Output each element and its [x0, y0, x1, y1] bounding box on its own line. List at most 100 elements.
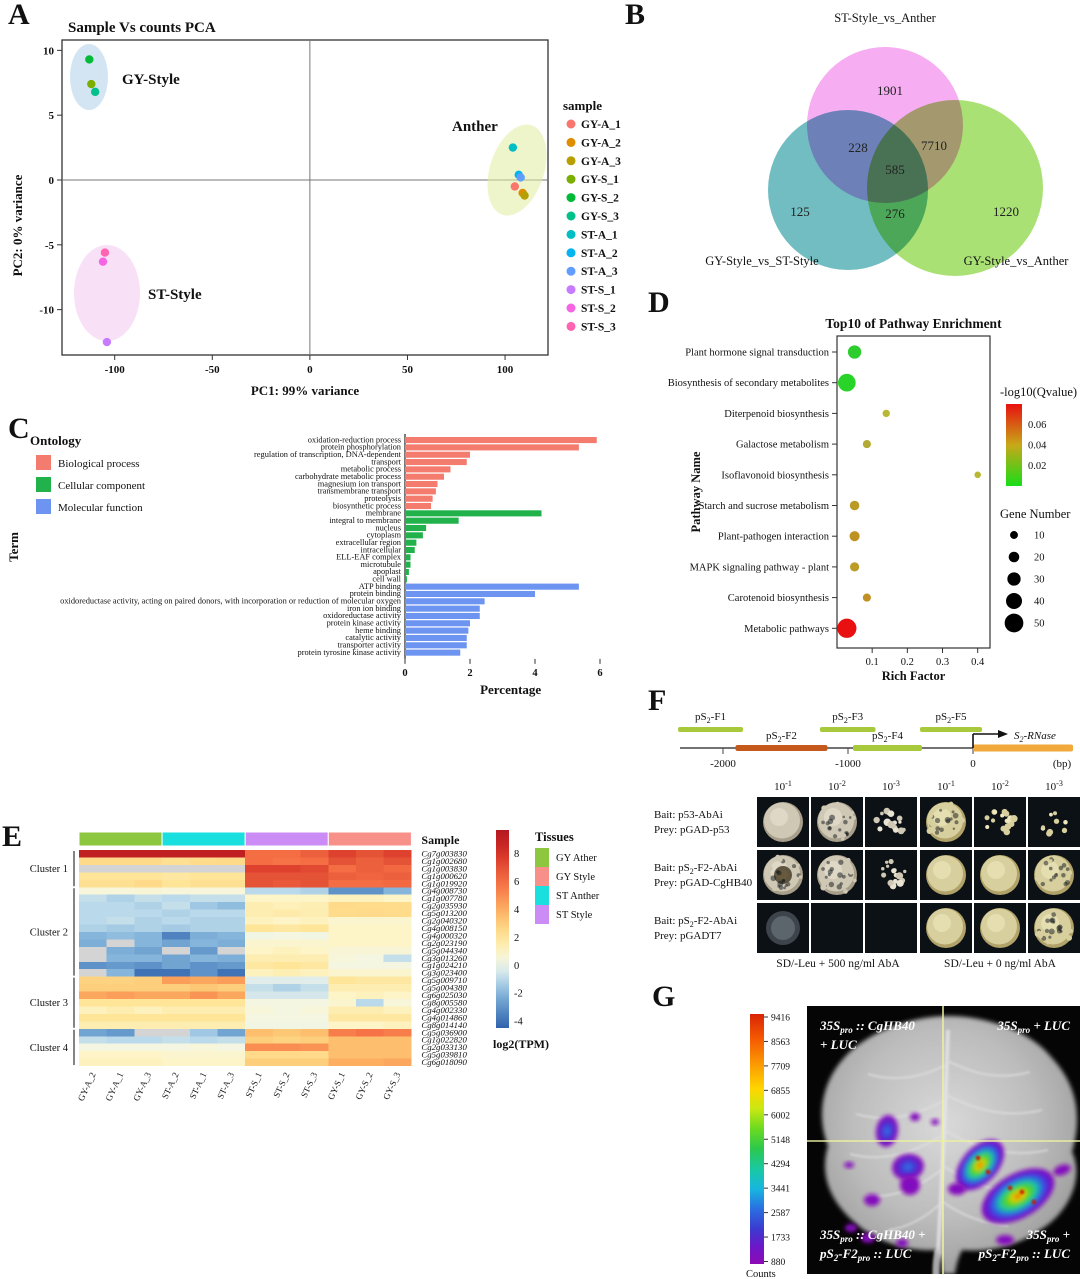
heatmap-gene-label: Cg1g022820: [421, 1035, 467, 1045]
assay-plate: [757, 797, 809, 847]
pathway-plot-border: [836, 335, 991, 649]
go-term-label: heme binding: [355, 626, 402, 635]
heatmap-cell: [245, 879, 273, 888]
go-ylabel: Term: [6, 532, 21, 562]
heatmap-cell: [300, 1043, 329, 1052]
assay-plate-square: [865, 850, 917, 900]
go-term-label: transport: [371, 457, 401, 466]
go-term-label: microtubule: [361, 560, 402, 569]
go-x-tick-label: 0: [402, 668, 407, 679]
counts-tick-label: 880: [771, 1258, 786, 1268]
dilution-label: 10-2: [828, 779, 846, 793]
y-tick-label: 10: [43, 45, 55, 57]
assay-plate: [757, 850, 809, 900]
gene-number-label: 20: [1034, 553, 1045, 564]
pca-cluster-label: Anther: [452, 119, 498, 135]
heatmap-gene-label: Cg2g033130: [421, 1042, 467, 1052]
heatmap-cell: [79, 931, 107, 940]
heatmap-cell: [217, 984, 246, 992]
heatmap-column-group-GY Style: [327, 831, 412, 847]
pathway-label: Plant-pathogen interaction: [718, 532, 830, 543]
go-term-label: integral to membrane: [329, 516, 401, 525]
heatmap-gene-label: Cg5g044340: [421, 945, 467, 955]
heatmap-cell: [272, 1006, 301, 1014]
heatmap-cell: [356, 991, 384, 999]
heatmap-cell: [383, 931, 412, 940]
heatmap-cell: [300, 1058, 329, 1067]
heatmap-cell: [300, 946, 329, 955]
heatmap-cell: [383, 894, 412, 903]
go-bar: [405, 649, 461, 656]
heatmap-cell: [356, 902, 384, 910]
go-bar: [405, 451, 470, 458]
go-term-label: transporter activity: [338, 641, 402, 650]
heatmap-cell: [162, 976, 190, 985]
heatmap-cell: [106, 917, 135, 925]
pathway-dot: [974, 471, 981, 479]
heatmap-cell: [356, 1043, 384, 1052]
heatmap-cell: [162, 887, 190, 895]
heatmap-cell: [106, 887, 135, 895]
tissues-legend-title: Tissues: [535, 830, 574, 844]
legend-swatch-ST-S_1: [566, 285, 576, 295]
heatmap-cell: [217, 917, 246, 925]
heatmap-cell: [134, 894, 163, 903]
pca-cluster-ellipse-GY-Style: [70, 44, 108, 110]
heatmap-cell: [162, 850, 190, 858]
heatmap-cell: [79, 1006, 107, 1014]
heatmap-cell: [106, 961, 135, 970]
go-legend-label: Molecular function: [58, 502, 143, 514]
heatmap-cell: [245, 1013, 273, 1022]
heatmap-cell: [189, 857, 218, 865]
heatmap-cell: [189, 969, 218, 977]
venn-count: 7710: [921, 138, 947, 153]
venn-set-label: GY-Style_vs_ST-Style: [705, 254, 819, 268]
heatmap-cell: [356, 984, 384, 992]
pca-point-GY-S_2: [85, 55, 94, 64]
heatmap-cell: [356, 1013, 384, 1022]
heatmap-cell: [162, 1051, 190, 1059]
dilution-label: 10-1: [774, 779, 792, 793]
go-bar: [405, 480, 438, 488]
quadrant-label-bottom-right: pS2-F2pro :: LUC: [978, 1246, 1071, 1263]
heatmap-column-group-ST Anther: [161, 831, 246, 847]
heatmap-column-group-GY Ather: [78, 831, 163, 847]
pathway-dot: [882, 409, 890, 418]
heatmap-cell: [189, 939, 218, 947]
heatmap-cell: [189, 999, 218, 1007]
tissue-swatch-GY Ather: [535, 848, 549, 867]
heatmap-cell: [162, 999, 190, 1007]
legend-label: ST-S_1: [581, 285, 616, 297]
heatmap-cell: [272, 946, 301, 955]
dilution-label: 10-3: [882, 779, 900, 793]
heatmap-cell: [328, 872, 356, 880]
heatmap-gene-label: Cg6g025030: [421, 990, 467, 1000]
promoter-fragment: [678, 727, 743, 732]
panel-d-pathway: Top10 of Pathway Enrichment Plant hormone…: [668, 316, 1077, 683]
x-tick-label: -100: [105, 364, 126, 376]
pathway-ylabel: Pathway Name: [689, 451, 703, 532]
heatmap-cell: [79, 976, 107, 985]
heatmap-column-label: ST-S_1: [244, 1071, 264, 1099]
heatmap-cell: [328, 1043, 356, 1052]
heatmap-cell: [134, 976, 163, 985]
promoter-fragment: [853, 745, 922, 751]
heatmap-cell: [217, 939, 246, 947]
heatmap-cell: [272, 954, 301, 962]
pca-point-ST-S_1: [102, 337, 112, 347]
heatmap-cell: [162, 991, 190, 999]
heatmap-cell: [245, 917, 273, 925]
heatmap-cell: [245, 991, 273, 999]
heatmap-cell: [162, 969, 190, 977]
pca-point-GY-A_3: [520, 191, 529, 200]
heatmap-cell: [272, 902, 301, 910]
heatmap-cell: [106, 954, 135, 962]
pca-plot-border: [61, 39, 549, 356]
heatmap-cell: [106, 976, 135, 985]
heatmap-cell: [189, 879, 218, 888]
panel-label-c: C: [8, 412, 30, 445]
go-legend-swatch: [36, 455, 51, 470]
heatmap-cell: [189, 984, 218, 992]
venn-count: 228: [848, 140, 868, 155]
heatmap-cell: [328, 894, 356, 903]
